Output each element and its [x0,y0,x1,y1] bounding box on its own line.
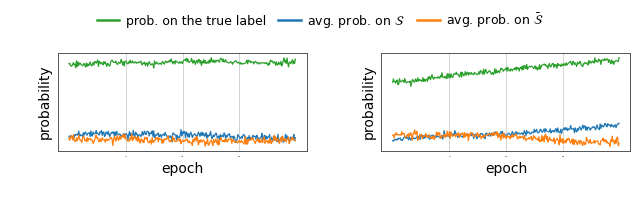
Y-axis label: probability: probability [362,65,376,139]
X-axis label: epoch: epoch [484,162,527,176]
Y-axis label: probability: probability [38,65,52,139]
X-axis label: epoch: epoch [161,162,204,176]
Legend: prob. on the true label, avg. prob. on $\mathcal{S}$, avg. prob. on $\bar{\mathc: prob. on the true label, avg. prob. on $… [92,6,548,35]
